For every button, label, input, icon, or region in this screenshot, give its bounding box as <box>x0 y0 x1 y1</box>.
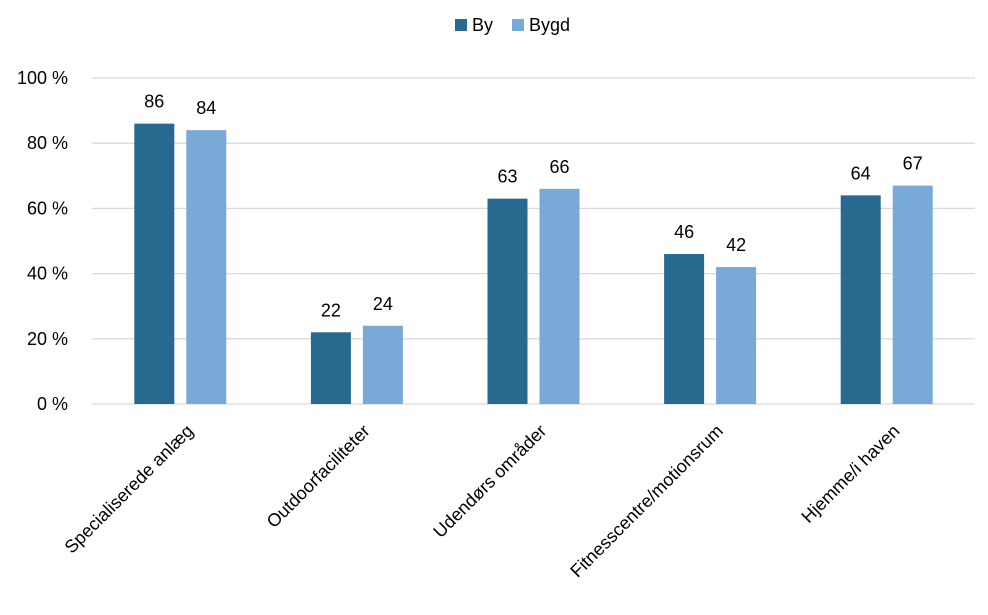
y-tick-label: 100 % <box>17 68 68 88</box>
data-label: 63 <box>497 167 517 187</box>
y-tick-label: 60 % <box>27 198 68 218</box>
legend-swatch-bygd <box>512 19 524 31</box>
bar-bygd <box>716 267 757 404</box>
legend: By Bygd <box>455 15 570 35</box>
bar-bygd <box>892 185 933 404</box>
category-label: Fitnesscentre/motionsrum <box>566 421 727 582</box>
legend-label-by: By <box>472 15 493 35</box>
y-tick-label: 80 % <box>27 133 68 153</box>
y-tick-label: 20 % <box>27 329 68 349</box>
bar-by <box>310 332 351 404</box>
category-label: Udendørs områder <box>429 421 550 542</box>
category-label: Outdoorfaciliteter <box>263 421 374 532</box>
y-axis-ticks: 0 % 20 % 40 % 60 % 80 % 100 % <box>17 68 68 414</box>
data-label: 64 <box>851 163 871 183</box>
bar-by <box>840 195 881 404</box>
data-label: 24 <box>373 294 393 314</box>
category-label: Specialiserede anlæg <box>61 421 198 558</box>
bar-bygd <box>539 188 580 404</box>
bar-by <box>487 198 528 404</box>
data-label: 42 <box>726 235 746 255</box>
bar-bygd <box>362 325 403 404</box>
data-label: 84 <box>196 98 216 118</box>
data-label: 86 <box>144 92 164 112</box>
y-tick-label: 40 % <box>27 264 68 284</box>
bar-bygd <box>186 130 227 404</box>
x-axis-labels: Specialiserede anlæg Outdoorfaciliteter Ud… <box>61 421 904 582</box>
legend-swatch-by <box>455 19 467 31</box>
data-label: 22 <box>321 300 341 320</box>
data-label: 67 <box>903 154 923 174</box>
data-label: 66 <box>549 157 569 177</box>
y-tick-label: 0 % <box>37 394 68 414</box>
bar-by <box>134 123 175 404</box>
data-labels: 86 84 22 24 63 66 46 42 64 67 <box>144 92 922 321</box>
bar-by <box>664 254 705 404</box>
bars <box>134 123 933 404</box>
grid-lines <box>92 77 975 405</box>
data-label: 46 <box>674 222 694 242</box>
legend-label-bygd: Bygd <box>529 15 570 35</box>
category-label: Hjemme/i haven <box>797 421 903 527</box>
